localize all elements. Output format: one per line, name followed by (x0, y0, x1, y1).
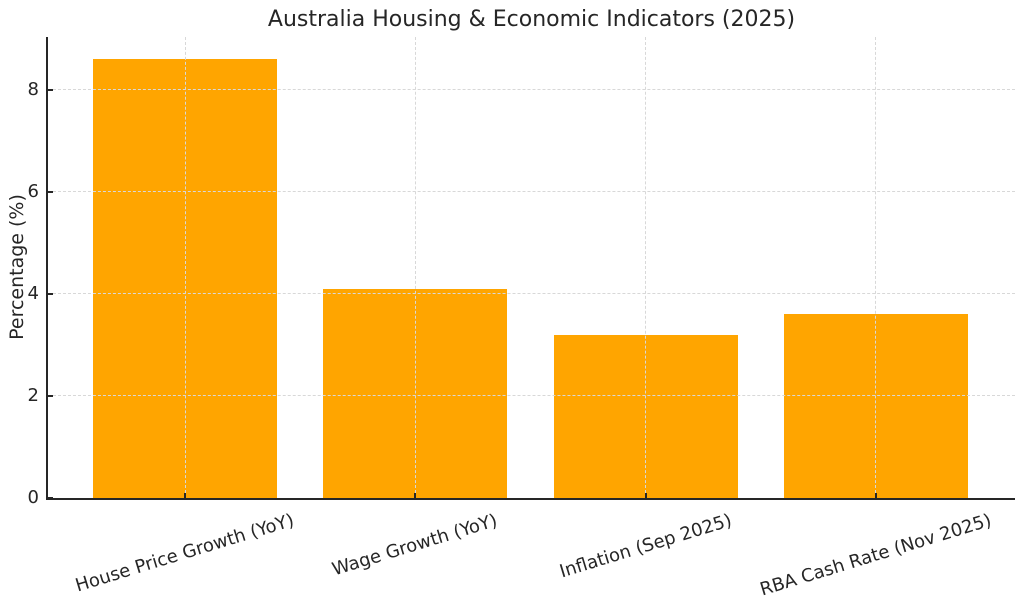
x-tick-mark-2 (644, 493, 647, 498)
y-tick-mark-6 (48, 190, 53, 193)
chart-title: Australia Housing & Economic Indicators … (267, 7, 796, 32)
gridline-vertical-3 (875, 37, 877, 498)
y-tick-label-6: 6 (27, 180, 39, 202)
y-tick-mark-4 (48, 292, 53, 295)
gridline-horizontal-6 (48, 191, 1015, 193)
x-tick-mark-3 (874, 493, 877, 498)
y-tick-label-8: 8 (27, 78, 39, 100)
y-tick-mark-8 (48, 88, 53, 91)
y-axis-label: Percentage (%) (6, 194, 28, 340)
gridline-vertical-2 (645, 37, 647, 498)
gridline-horizontal-8 (48, 89, 1015, 91)
x-tick-mark-0 (184, 493, 187, 498)
y-tick-label-0: 0 (27, 487, 39, 509)
x-tick-label-wage-growth-yoy: Wage Growth (YoY) (330, 510, 501, 581)
y-tick-label-2: 2 (27, 384, 39, 406)
plot-area (46, 37, 1015, 500)
gridline-horizontal-4 (48, 293, 1015, 295)
x-tick-label-house-price-growth-yoy: House Price Growth (YoY) (73, 510, 297, 597)
x-tick-mark-1 (414, 493, 417, 498)
gridline-horizontal-2 (48, 395, 1015, 397)
gridline-vertical-0 (184, 37, 186, 498)
y-tick-mark-0 (48, 497, 53, 499)
gridline-vertical-1 (414, 37, 416, 498)
x-tick-label-rba-cash-rate-nov-2025: RBA Cash Rate (Nov 2025) (757, 510, 994, 601)
y-tick-label-4: 4 (27, 282, 39, 304)
y-tick-mark-2 (48, 394, 53, 397)
x-tick-label-inflation-sep-2025: Inflation (Sep 2025) (556, 510, 734, 583)
